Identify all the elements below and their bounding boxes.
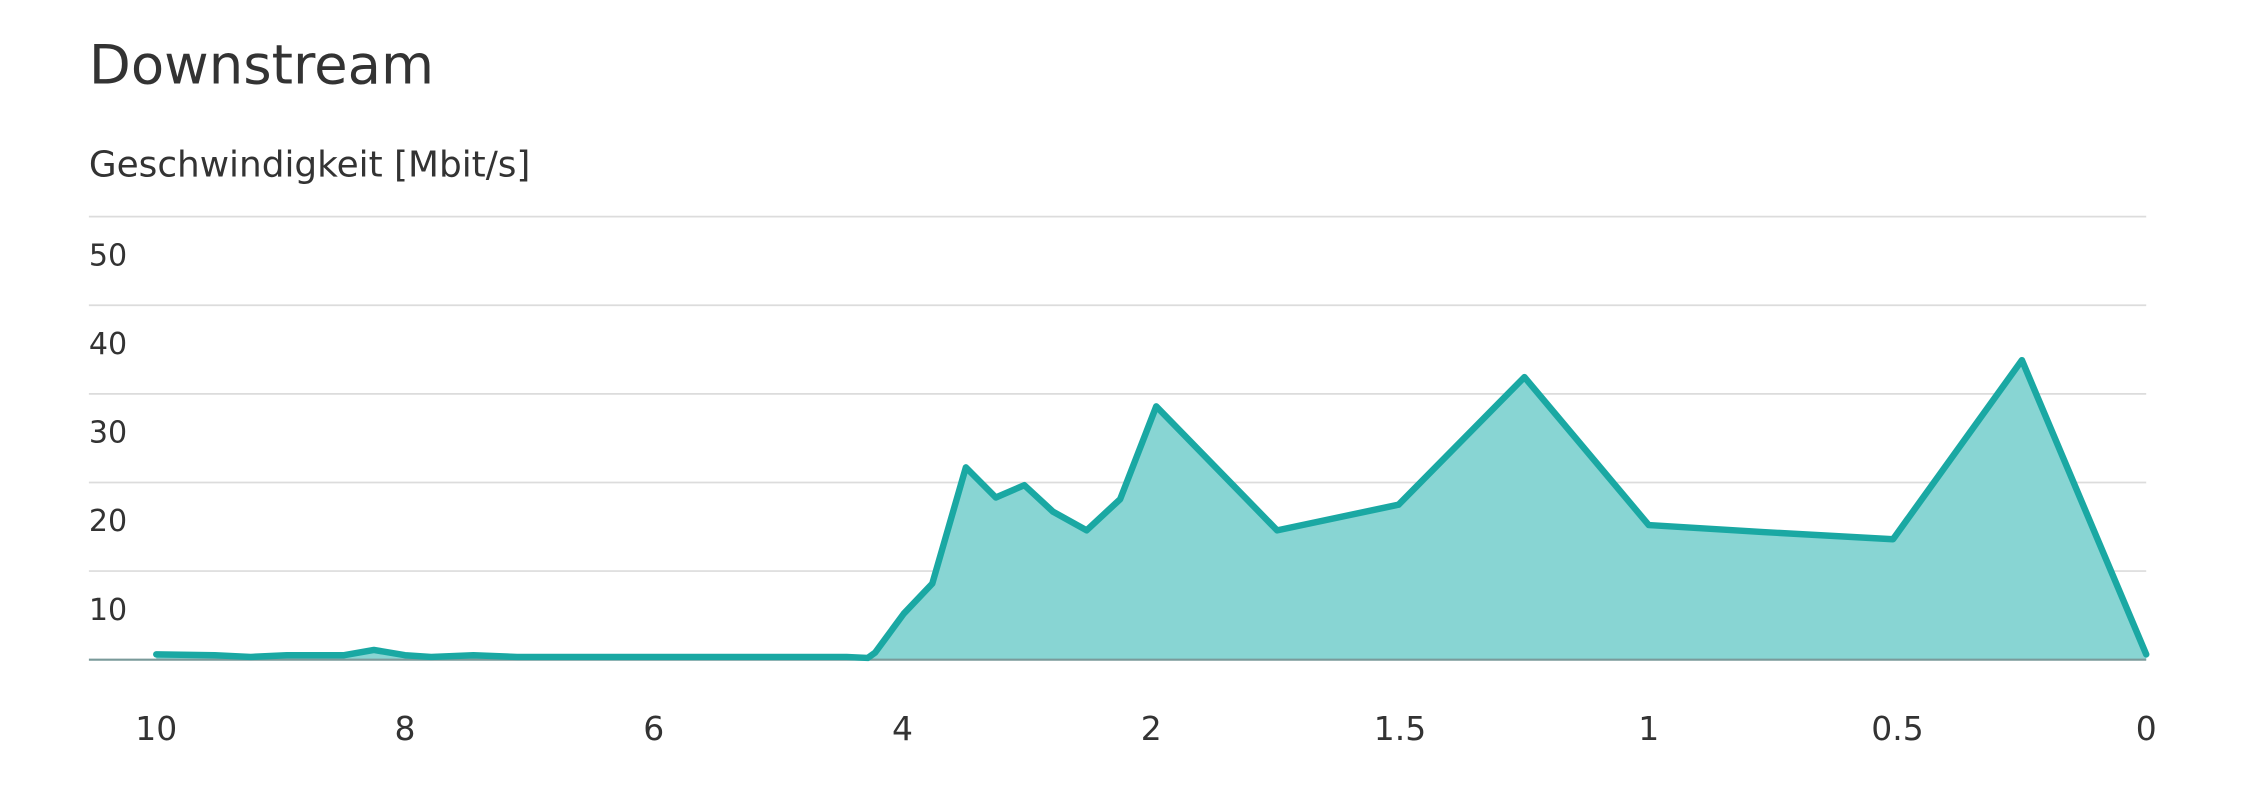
y-tick-label: 20 [89,504,127,539]
area-fill [156,360,2147,660]
area-line [153,356,2150,662]
x-tick-label: 2 [1141,709,1162,748]
x-tick-label: 1.5 [1374,709,1426,748]
x-tick-label: 8 [395,709,416,748]
y-axis-label: Geschwindigkeit [Mbit/s] [89,145,531,186]
x-tick-label: 0.5 [1871,709,1923,748]
x-tick-label: 0 [2136,709,2157,748]
x-tick-label: 10 [135,709,177,748]
y-tick-label: 30 [89,416,127,451]
y-tick-label: 50 [89,238,127,273]
y-tick-label: 10 [89,593,127,628]
x-tick-label: 1 [1638,709,1659,748]
chart-title: Downstream [89,32,434,96]
y-tick-label: 40 [89,327,127,362]
x-tick-label: 6 [643,709,664,748]
x-tick-label: 4 [892,709,913,748]
